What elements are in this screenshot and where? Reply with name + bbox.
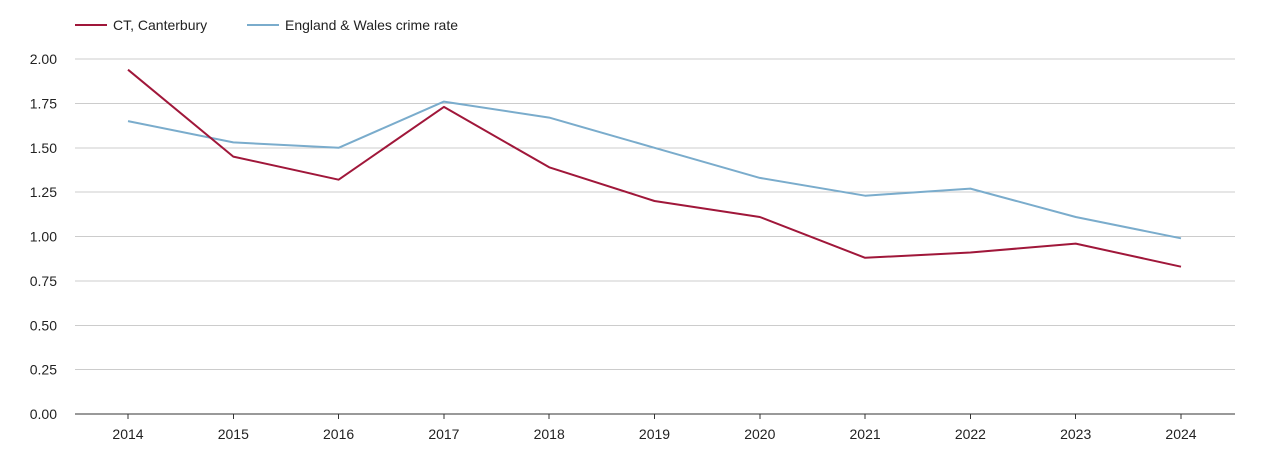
y-tick-label: 2.00: [30, 51, 57, 67]
x-tick-label: 2018: [534, 426, 565, 442]
legend-label-series-0: CT, Canterbury: [113, 17, 207, 33]
x-tick-label: 2016: [323, 426, 354, 442]
x-tick-label: 2017: [428, 426, 459, 442]
y-axis-tick-labels: 0.00 0.25 0.50 0.75 1.00 1.25 1.50 1.75 2.00: [30, 51, 57, 422]
legend: CT, Canterbury England & Wales crime rat…: [75, 17, 458, 33]
x-tick-label: 2020: [744, 426, 775, 442]
gridlines: [75, 58, 1235, 415]
x-tick-label: 2024: [1165, 426, 1196, 442]
y-tick-label: 1.50: [30, 140, 57, 156]
y-tick-label: 1.25: [30, 184, 57, 200]
legend-item-series-0[interactable]: CT, Canterbury: [75, 17, 207, 33]
x-tick-label: 2015: [218, 426, 249, 442]
y-tick-label: 0.00: [30, 406, 57, 422]
x-tick-label: 2021: [850, 426, 881, 442]
legend-item-series-1[interactable]: England & Wales crime rate: [247, 17, 458, 33]
x-tick-label: 2023: [1060, 426, 1091, 442]
x-tick-label: 2014: [112, 426, 143, 442]
y-tick-label: 1.75: [30, 95, 57, 111]
y-tick-label: 1.00: [30, 229, 57, 245]
series-lines: [127, 68, 1182, 268]
legend-label-series-1: England & Wales crime rate: [285, 17, 458, 33]
x-tick-label: 2019: [639, 426, 670, 442]
series-line-1[interactable]: [127, 100, 1182, 240]
series-line-0[interactable]: [127, 68, 1182, 268]
y-tick-label: 0.75: [30, 273, 57, 289]
x-axis: 2014 2015 2016 2017 2018 2019 2020 2021 2022 2023…: [112, 414, 1197, 442]
y-tick-label: 0.25: [30, 362, 57, 378]
x-tick-label: 2022: [955, 426, 986, 442]
y-tick-label: 0.50: [30, 317, 57, 333]
